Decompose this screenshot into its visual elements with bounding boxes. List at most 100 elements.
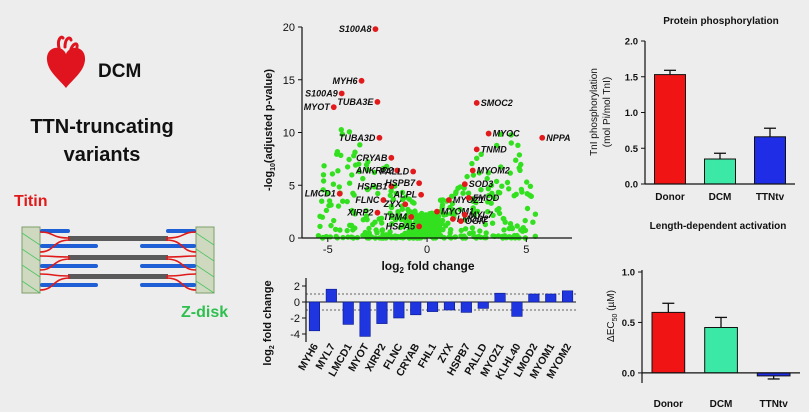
highlighted-gene-point	[418, 191, 425, 198]
highlighted-gene-point	[465, 195, 472, 201]
volcano-point	[396, 213, 402, 219]
volcano-point	[507, 170, 513, 176]
volcano-point	[490, 212, 496, 218]
length-activation-bars	[642, 302, 800, 380]
category-label: TTNtv	[759, 399, 788, 410]
volcano-point	[515, 142, 521, 148]
volcano-point	[416, 213, 422, 219]
volcano-point	[344, 164, 351, 170]
volcano-point	[524, 191, 530, 197]
highlighted-gene-point	[402, 201, 409, 208]
volcano-point	[320, 187, 326, 193]
gene-label: TNMD	[481, 144, 507, 154]
gene-label: FLNC	[355, 195, 379, 205]
volcano-point	[441, 212, 447, 218]
volcano-point	[331, 217, 337, 224]
volcano-point	[496, 210, 503, 217]
volcano-point	[437, 222, 443, 228]
fold-change-y-axis-title: log2 fold change	[262, 280, 276, 365]
y-tick-label: 5	[289, 180, 295, 192]
length-activation-category-labels: Donor DCM TTNtv	[654, 399, 789, 410]
gene-label: MYH6	[333, 76, 359, 86]
y-tick-label: 0.5	[622, 318, 636, 329]
volcano-point	[360, 175, 366, 182]
volcano-point	[399, 189, 406, 196]
volcano-point	[439, 202, 446, 208]
volcano-point	[513, 157, 519, 163]
highlighted-gene-point	[446, 197, 452, 203]
category-label: Donor	[655, 192, 685, 203]
highlighted-gene-point	[457, 218, 464, 225]
volcano-point	[478, 151, 484, 157]
volcano-point	[350, 227, 356, 233]
volcano-point	[392, 217, 399, 223]
volcano-point	[485, 186, 491, 192]
highlighted-gene-point	[434, 208, 440, 215]
volcano-point	[425, 217, 432, 223]
bar	[754, 136, 786, 185]
y-tick-label: 20	[283, 22, 295, 34]
volcano-point	[501, 227, 507, 233]
volcano-point	[364, 186, 371, 193]
volcano-point	[514, 223, 520, 229]
highlighted-gene-point	[469, 167, 476, 174]
fold-change-bar	[342, 301, 354, 325]
volcano-point	[375, 190, 381, 197]
volcano-point	[356, 168, 362, 175]
gene-label: LMOD2	[457, 214, 489, 224]
volcano-point	[378, 215, 385, 221]
fold-change-ticks: -4 -2 0 2	[290, 281, 306, 341]
phosphorylation-y-axis-title-line1: TnI phosphorylation	[589, 68, 600, 156]
y-tick-label: 1.5	[625, 72, 639, 83]
volcano-point	[345, 234, 351, 240]
highlighted-gene-point	[449, 216, 456, 222]
volcano-point	[373, 227, 379, 233]
volcano-point	[351, 153, 357, 159]
gene-label: HSPB7	[385, 178, 416, 188]
volcano-point	[488, 200, 494, 206]
highlighted-gene-point	[410, 168, 417, 175]
volcano-point	[352, 211, 358, 217]
heart-icon	[46, 35, 86, 88]
panel-title-line1: TTN-truncating	[30, 116, 173, 138]
titin-label: Titin	[14, 193, 47, 210]
highlighted-gene-point	[485, 130, 492, 137]
volcano-point	[524, 179, 530, 185]
volcano-background-points	[315, 127, 539, 241]
phosphorylation-y-axis-title-line2: (mol Pi/mol TnI)	[602, 77, 613, 147]
highlighted-gene-point	[388, 154, 395, 161]
highlighted-gene-point	[358, 77, 365, 84]
volcano-point	[450, 210, 457, 216]
fold-change-bar	[410, 301, 422, 316]
volcano-point	[484, 175, 490, 182]
y-tick-label: -2	[290, 313, 300, 325]
highlighted-gene-point	[473, 146, 480, 153]
volcano-point	[470, 206, 476, 213]
highlighted-gene-point	[374, 209, 381, 216]
volcano-point	[320, 172, 327, 178]
highlighted-gene-point	[473, 100, 480, 106]
volcano-point	[336, 184, 342, 190]
volcano-point	[530, 219, 536, 225]
volcano-point	[524, 205, 531, 212]
volcano-point	[476, 170, 482, 176]
volcano-point	[518, 186, 525, 193]
volcano-point	[407, 221, 413, 228]
volcano-point	[516, 165, 522, 171]
highlighted-gene-point	[374, 99, 381, 105]
volcano-point	[326, 198, 333, 204]
volcano-point	[496, 205, 502, 212]
gene-label: MYOM2	[477, 165, 510, 175]
y-tick-label: 15	[283, 75, 295, 87]
volcano-point	[325, 190, 331, 196]
volcano-point	[388, 188, 394, 194]
volcano-ticks: 0 5 10 15 20 -5 0 5	[283, 22, 530, 256]
volcano-point	[346, 156, 352, 163]
phosphorylation-title: Protein phosphorylation	[663, 16, 779, 27]
volcano-point	[490, 233, 496, 239]
volcano-point	[478, 234, 484, 240]
volcano-point	[470, 172, 477, 178]
gene-label: TUBA3D	[339, 133, 376, 143]
